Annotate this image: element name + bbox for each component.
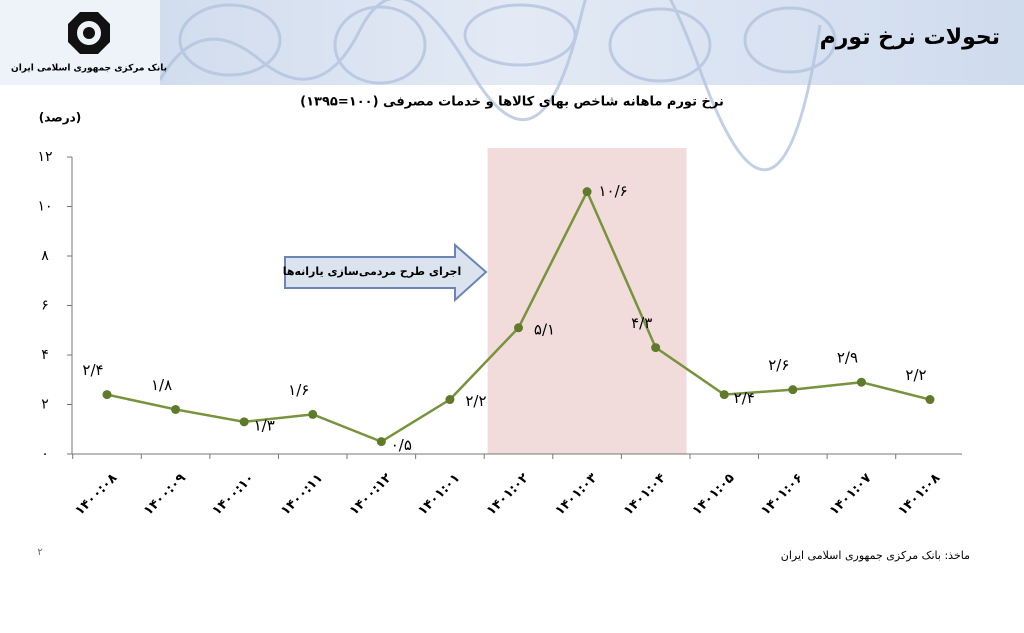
x-tick-label: ۱۴۰۱:۰۱ (415, 471, 463, 519)
y-tick-label: ۸ (41, 248, 49, 264)
header-band (0, 0, 1024, 172)
y-tick-label: ۱۰ (37, 199, 52, 215)
x-tick-label: ۱۴۰۱:۰۲ (484, 471, 532, 519)
value-label: ۴/۳ (631, 314, 652, 332)
value-label: ۱/۸ (151, 376, 172, 394)
point (925, 395, 935, 405)
point (719, 390, 729, 400)
value-label: ۲/۴ (82, 361, 103, 379)
y-tick-label: ۲ (41, 397, 49, 413)
source: ماخذ: بانک مرکزی جمهوری اسلامی ایران (781, 549, 970, 562)
chart-title: نرخ تورم ماهانه شاخص بهای کالاها و خدمات… (300, 95, 724, 110)
point (239, 417, 249, 427)
value-label: ۰/۵ (391, 436, 412, 454)
x-tick-label: ۱۴۰۰:۰۸ (72, 471, 120, 519)
bank-logo (68, 12, 110, 54)
value-label: ۱۰/۶ (598, 182, 627, 200)
y-tick-label: ۱۲ (37, 149, 52, 165)
point (171, 404, 181, 414)
value-label: ۵/۱ (534, 320, 555, 338)
y-axis-label: (درصد) (39, 111, 82, 125)
x-tick-label: ۱۴۰۱:۰۸ (895, 471, 943, 519)
value-label: ۱/۶ (288, 381, 309, 399)
point (856, 377, 866, 387)
x-tick-label: ۱۴۰۱:۰۴ (621, 471, 669, 519)
slide-title: تحولات نرخ تورم (820, 25, 1000, 50)
value-label: ۱/۳ (254, 416, 275, 434)
x-tick-label: ۱۴۰۱:۰۳ (552, 471, 600, 519)
value-label: ۲/۲ (465, 392, 486, 410)
point (582, 187, 592, 197)
point (445, 395, 455, 405)
point (102, 390, 112, 400)
x-tick-label: ۱۴۰۰:۱۱ (278, 471, 326, 519)
x-tick-label: ۱۴۰۰:۱۲ (347, 471, 395, 519)
x-tick-label: ۱۴۰۱:۰۷ (827, 471, 875, 519)
bank-name: بانک مرکزی جمهوری اسلامی ایران (11, 64, 167, 74)
x-tick-label: ۱۴۰۱:۰۶ (758, 471, 806, 519)
page-number: ۲ (37, 547, 42, 558)
point (788, 385, 798, 395)
point (308, 409, 318, 419)
point (376, 437, 386, 447)
annotation-text: اجرای طرح مردمی‌سازی یارانه‌ها (283, 265, 462, 278)
x-tick-label: ۱۴۰۰:۰۹ (141, 471, 189, 519)
point (514, 323, 523, 333)
highlight-band (487, 148, 687, 454)
annotation: اجرای طرح مردمی‌سازی یارانه‌ها (283, 242, 488, 303)
value-label: ۲/۴ (734, 389, 755, 407)
value-label: ۲/۲ (905, 366, 926, 384)
x-tick-label: ۱۴۰۰:۱۰ (210, 471, 258, 519)
value-label: ۲/۹ (837, 349, 858, 367)
y-tick-label: ۶ (41, 298, 49, 314)
value-label: ۲/۶ (768, 356, 789, 374)
y-tick-label: ۰ (41, 446, 49, 462)
point (651, 343, 661, 353)
plot: ۰ ۲ ۴ ۶ ۸ ۱۰ ۱۲ ۱۴۰۰:۰۸ ۱۴۰۰:۰۹ ۱۴۰۰:۱۰ ۱۴۰۰:۱۱ ۱۴۰… (37, 148, 962, 519)
x-tick-label: ۱۴۰۱:۰۵ (690, 471, 738, 519)
y-tick-label: ۴ (41, 347, 49, 363)
